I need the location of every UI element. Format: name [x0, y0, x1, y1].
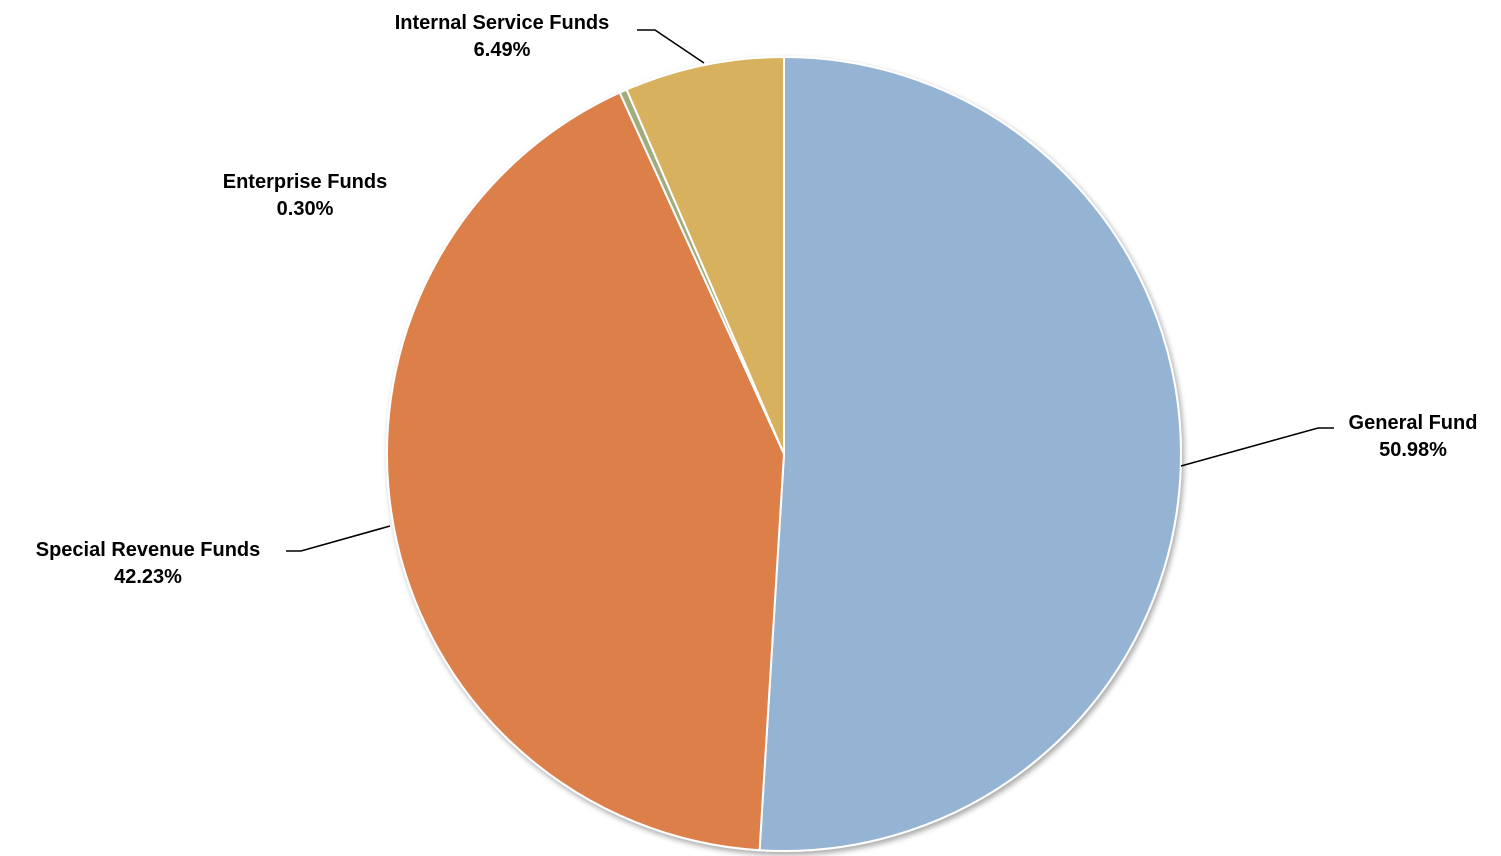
- pie-slice-internal-service-funds: [625, 55, 785, 455]
- pie-slice-general-fund: [758, 55, 1182, 852]
- leader-line-general-fund: [1180, 427, 1334, 467]
- label-enterprise-funds-value: 0.30%: [277, 198, 334, 220]
- label-general-fund-name: General Fund: [1349, 412, 1478, 434]
- pie-slices: [386, 55, 1182, 852]
- label-special-revenue-funds-value: 42.23%: [114, 566, 182, 588]
- label-enterprise-funds-name: Enterprise Funds: [223, 171, 387, 193]
- leader-lines: [286, 29, 1334, 552]
- slice-labels: General Fund 50.98% Special Revenue Fund…: [36, 12, 1478, 588]
- label-special-revenue-funds-name: Special Revenue Funds: [36, 539, 261, 561]
- label-general-fund-value: 50.98%: [1379, 439, 1447, 461]
- leader-line-special-revenue-funds: [286, 525, 391, 552]
- label-internal-service-funds-value: 6.49%: [474, 39, 531, 61]
- pie-slice-special-revenue-funds: [386, 91, 786, 852]
- leader-line-internal-service-funds: [637, 29, 705, 64]
- label-internal-service-funds-name: Internal Service Funds: [395, 12, 610, 34]
